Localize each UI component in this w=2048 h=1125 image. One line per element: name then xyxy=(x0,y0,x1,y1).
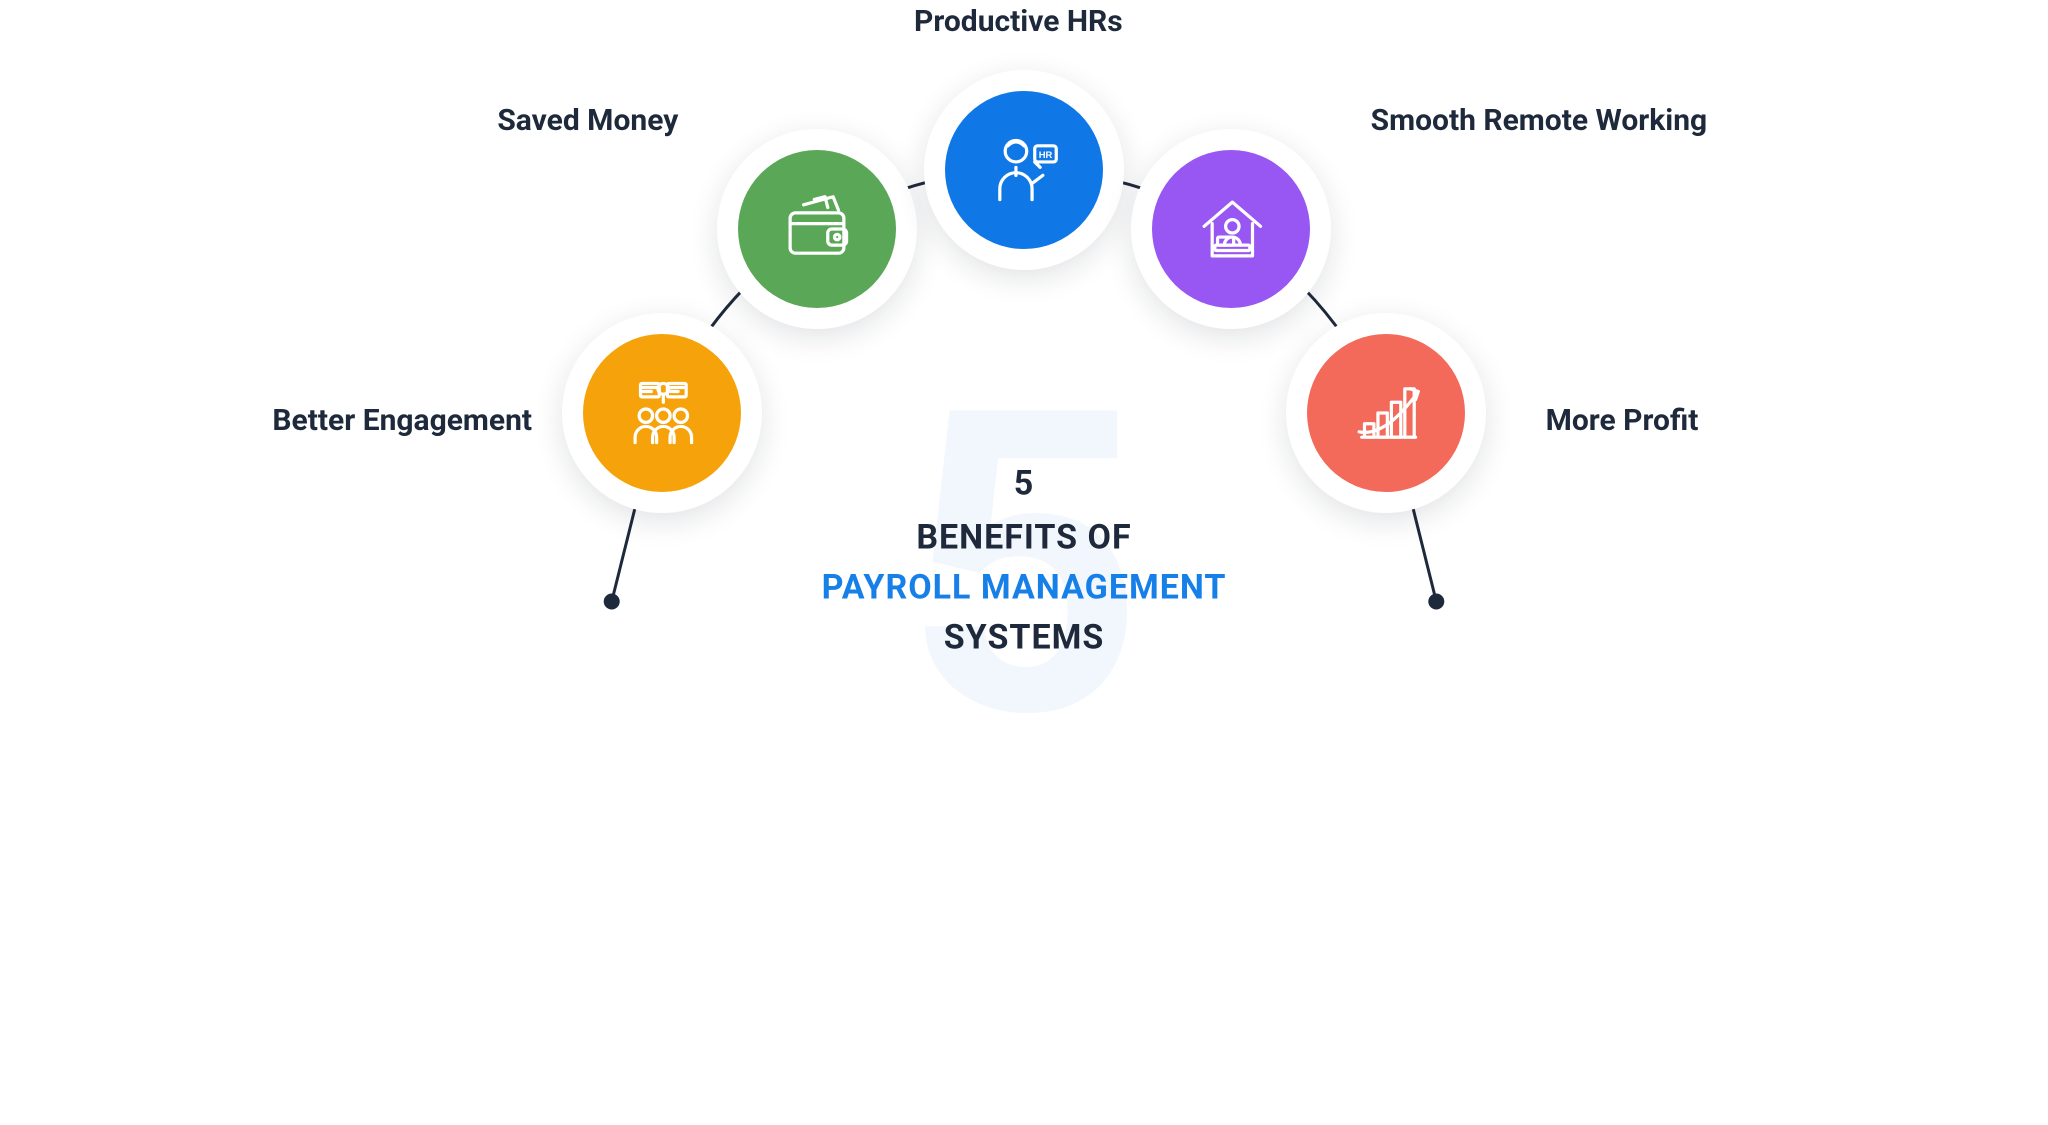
benefit-label: Saved Money xyxy=(497,103,678,138)
work-from-home-icon xyxy=(1152,150,1310,308)
benefit-node xyxy=(562,313,762,513)
growth-chart-icon xyxy=(1307,334,1465,492)
center-title: 5 BENEFITS OF PAYROLL MANAGEMENT SYSTEMS xyxy=(764,463,1284,667)
benefit-label: More Profit xyxy=(1546,403,1699,438)
benefit-label: Productive HRs xyxy=(914,4,1123,39)
benefit-node xyxy=(1286,313,1486,513)
benefit-node xyxy=(1131,129,1331,329)
center-line-2: BENEFITS OF xyxy=(764,517,1284,557)
infographic-stage: 5 5 BENEFITS OF PAYROLL MANAGEMENT SYSTE… xyxy=(274,95,1774,995)
center-line-3: PAYROLL MANAGEMENT xyxy=(764,567,1284,607)
people-presentation-icon xyxy=(583,334,741,492)
benefit-node xyxy=(924,70,1124,270)
wallet-icon xyxy=(738,150,896,308)
benefit-label: Better Engagement xyxy=(272,403,532,438)
center-line-1: 5 xyxy=(764,463,1284,503)
benefit-label: Smooth Remote Working xyxy=(1371,103,1708,138)
center-line-4: SYSTEMS xyxy=(764,617,1284,657)
benefit-node xyxy=(717,129,917,329)
hr-person-icon xyxy=(945,91,1103,249)
